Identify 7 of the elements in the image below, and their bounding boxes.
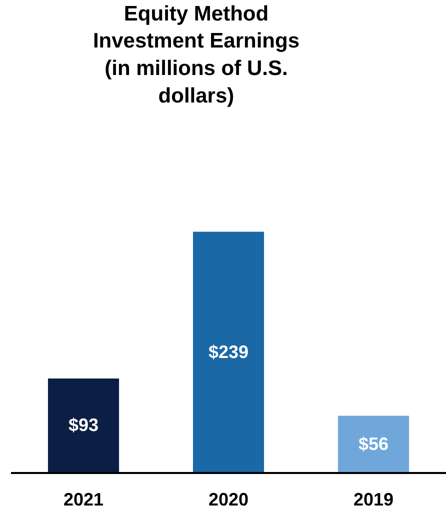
x-tick-label: 2020 [208,489,249,510]
x-tick-label: 2021 [63,489,104,510]
data-label: $56 [358,434,389,454]
chart-title: Equity Method Investment Earnings (in millions of U.S. dollars) [92,2,300,108]
data-label: $93 [68,415,99,436]
x-tick-label: 2019 [353,489,394,510]
data-label: $239 [208,342,249,362]
